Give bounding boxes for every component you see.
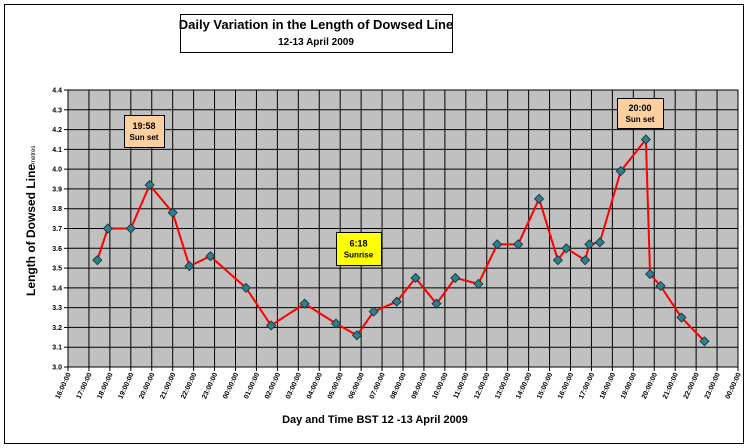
data-point	[615, 166, 626, 177]
data-point	[144, 179, 155, 191]
data-point	[205, 251, 216, 262]
data-point	[699, 336, 710, 347]
data-point	[391, 296, 402, 307]
annotation-box	[336, 232, 382, 266]
data-point	[351, 330, 363, 341]
data-point	[584, 239, 595, 250]
data-point	[473, 278, 484, 289]
annotation-box	[617, 98, 664, 129]
y-tick-label: 3.6	[52, 246, 62, 253]
chart-subtitle: 12-13 April 2009	[278, 37, 354, 48]
annotation-time: 20:00	[628, 103, 651, 113]
data-line	[96, 138, 706, 342]
data-point	[580, 255, 591, 266]
data-point	[431, 298, 442, 309]
y-tick-label: 4.1	[52, 147, 62, 154]
y-tick-label: 3.5	[52, 266, 62, 273]
y-tick-label: 3.1	[52, 345, 62, 352]
y-tick-label: 3.3	[52, 305, 62, 312]
data-point	[534, 193, 545, 204]
title-box	[180, 14, 453, 53]
data-point	[655, 280, 666, 291]
data-point	[644, 268, 656, 280]
data-point	[561, 243, 572, 254]
y-tick-label: 3.2	[52, 325, 62, 332]
annotation-time: 19:58	[132, 121, 155, 131]
data-point	[450, 272, 461, 284]
y-tick-label: 4.3	[52, 107, 62, 114]
annotation-event: Sunrise	[344, 251, 374, 260]
data-point	[368, 306, 379, 317]
data-point	[167, 207, 178, 218]
y-tick-label: 3.4	[52, 285, 62, 292]
data-point	[266, 320, 277, 331]
data-point	[125, 223, 136, 234]
annotation-box	[124, 115, 165, 148]
y-axis-unit: metres	[31, 146, 37, 164]
data-point	[102, 223, 113, 234]
y-tick-label: 4.4	[52, 88, 62, 95]
y-tick-label: 3.0	[52, 365, 62, 372]
data-point	[299, 298, 310, 309]
data-point	[92, 255, 103, 266]
x-axis-title: Day and Time BST 12 -13 April 2009	[282, 414, 468, 426]
chart-title: Daily Variation in the Length of Dowsed …	[179, 17, 453, 32]
y-axis-title: Length of Dowsed Line	[24, 164, 38, 296]
y-tick-label: 4.0	[52, 167, 62, 174]
data-point	[184, 261, 195, 272]
data-point	[594, 237, 605, 248]
y-tick-label: 3.7	[52, 226, 62, 233]
data-point	[640, 134, 651, 145]
annotation-event: Sun set	[626, 115, 655, 124]
data-point	[676, 312, 687, 323]
data-point	[492, 239, 503, 250]
y-tick-label: 3.9	[52, 186, 62, 193]
y-tick-label: 4.2	[52, 127, 62, 134]
data-point	[330, 318, 342, 329]
y-tick-label: 3.8	[52, 206, 62, 213]
annotation-time: 6:18	[349, 239, 367, 249]
data-point	[410, 272, 421, 284]
annotation-event: Sun set	[130, 133, 159, 142]
data-point	[513, 239, 524, 250]
data-point	[240, 282, 252, 293]
data-point	[552, 255, 564, 266]
